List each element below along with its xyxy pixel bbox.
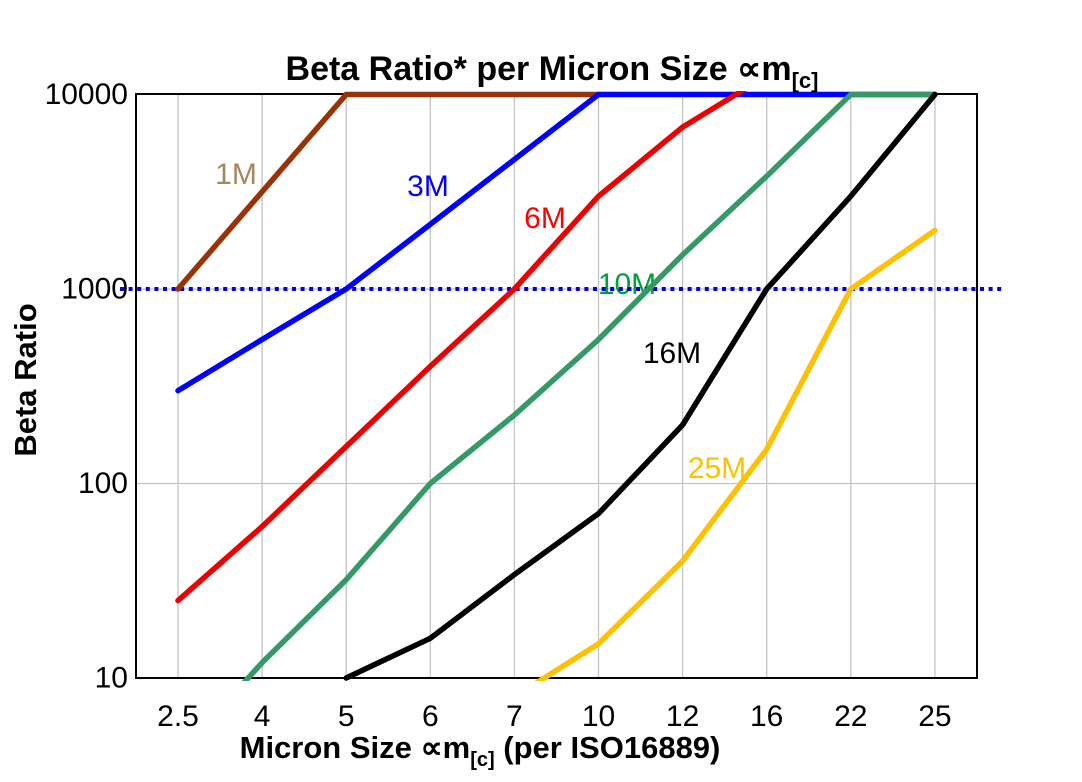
series-label-6M: 6M [524,202,566,235]
y-tick-100: 100 [78,467,128,500]
x-axis-ticks: 2.5 4 5 6 7 10 12 16 22 25 [157,700,951,733]
x-tick-6: 6 [422,700,439,733]
series-label-1M: 1M [215,158,257,191]
series-line-25M [534,227,938,681]
x-tick-5: 5 [338,700,355,733]
y-axis-ticks: 10000 1000 100 10 [45,78,128,695]
x-tick-25: 25 [918,700,951,733]
series-label-16M: 16M [643,337,701,370]
series-label-10M: 10M [598,268,656,301]
series-label-3M: 3M [407,170,449,203]
series-line-10M [241,91,938,681]
chart-title: Beta Ratio* per Micron Size ∝m[c] [286,50,819,93]
series-line-3M [175,91,938,394]
x-tick-4: 4 [254,700,271,733]
x-tick-10: 10 [582,700,615,733]
y-axis-title: Beta Ratio [8,303,43,456]
x-tick-16: 16 [750,700,783,733]
x-tick-7: 7 [506,700,523,733]
x-tick-2.5: 2.5 [157,700,199,733]
series-line-6M [175,91,747,604]
series-lines [175,91,938,681]
y-tick-10: 10 [95,662,128,695]
y-tick-1000: 1000 [61,273,128,306]
gridlines [136,94,977,678]
x-tick-12: 12 [666,700,699,733]
series-label-25M: 25M [688,452,746,485]
series-line-1M [175,91,602,292]
series-labels: 1M 3M 6M 10M 16M 25M [215,158,746,485]
x-tick-22: 22 [834,700,867,733]
y-tick-10000: 10000 [45,78,128,111]
series-line-16M [343,91,938,681]
x-axis-title: Micron Size ∝m[c] (per ISO16889) [240,730,721,771]
